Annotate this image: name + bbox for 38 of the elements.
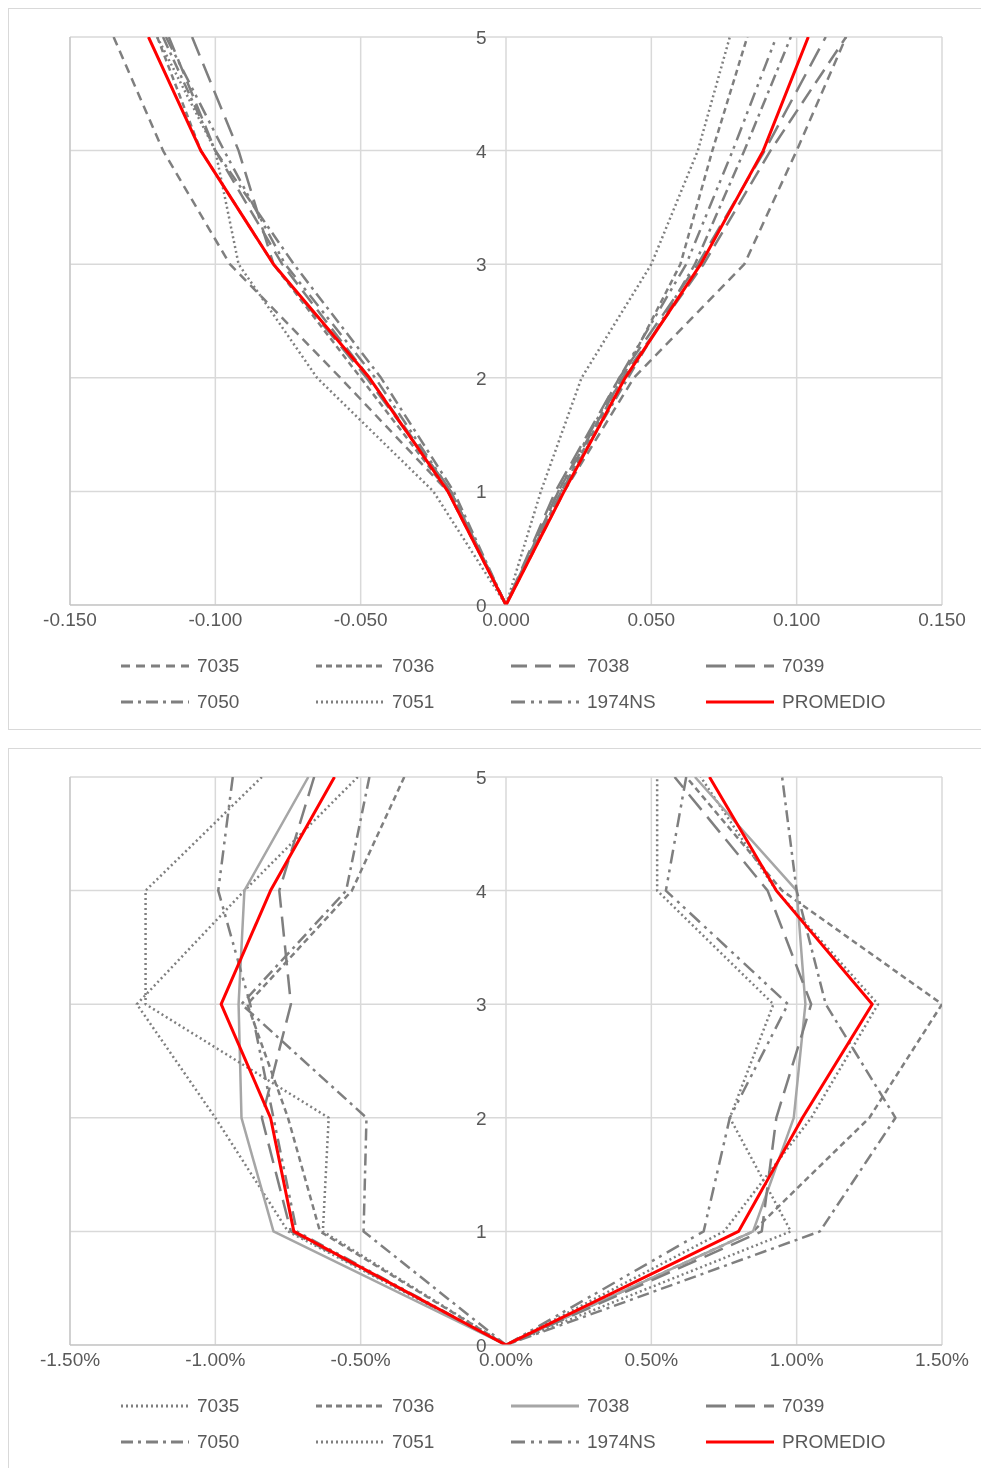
x-tick-label: -0.150 [43,609,97,631]
legend-label: 1974NS [587,691,656,713]
legend-label: 7038 [587,655,630,677]
y-tick-label: 4 [475,140,487,162]
y-tick-label: 2 [475,1107,487,1129]
y-tick-label: 5 [475,27,487,48]
legend-label: 7050 [197,691,240,713]
x-tick-label: -0.100 [188,609,243,631]
x-tick-label: 0.050 [627,609,676,631]
legend-label: 7039 [782,1395,825,1417]
legend-label: 7036 [392,655,435,677]
legend-label: 7051 [392,691,435,713]
legend-label: 7035 [197,1395,240,1417]
x-tick-label: 0.50% [624,1349,679,1371]
legend-label: PROMEDIO [782,1431,886,1453]
y-tick-label: 4 [475,880,487,902]
legend-label: 7038 [587,1395,630,1417]
y-tick-label: 2 [475,367,487,389]
y-tick-label: 3 [475,994,487,1016]
legend-label: 7039 [782,655,825,677]
legend-label: 1974NS [587,1431,656,1453]
x-tick-label: 0.100 [772,609,821,631]
legend-label: 7035 [197,655,240,677]
legend-label: 7051 [392,1431,435,1453]
x-tick-label: -0.050 [333,609,388,631]
x-tick-label: -0.50% [330,1349,391,1371]
x-tick-label: 1.00% [769,1349,824,1371]
legend-label: 7036 [392,1395,435,1417]
x-tick-label: -1.00% [185,1349,246,1371]
legend-label: 7050 [197,1431,240,1453]
x-tick-label: 0.150 [918,609,966,631]
y-tick-label: 3 [475,254,487,276]
y-tick-label: 1 [475,481,487,503]
y-tick-label: 1 [475,1221,487,1243]
y-tick-label: 5 [475,767,487,788]
x-tick-label: 1.50% [915,1349,970,1371]
legend-label: PROMEDIO [782,691,886,713]
x-tick-label: -1.50% [39,1349,101,1371]
